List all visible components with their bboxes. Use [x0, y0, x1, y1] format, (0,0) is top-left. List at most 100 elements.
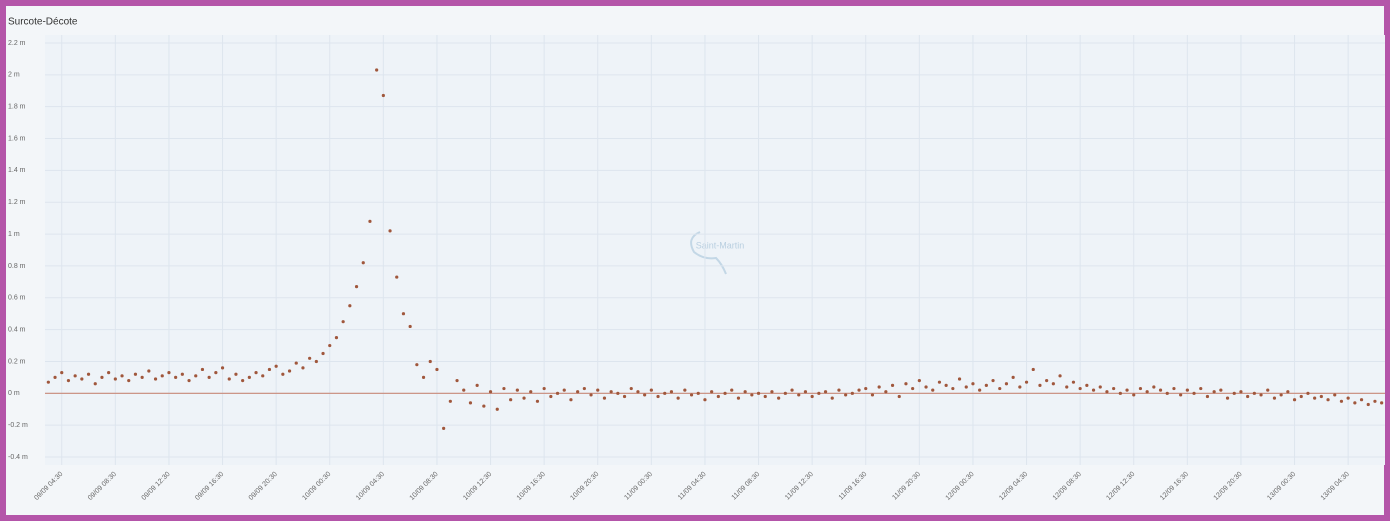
point — [870, 393, 875, 397]
point — [421, 375, 426, 380]
point — [998, 386, 1002, 391]
point — [1138, 386, 1143, 391]
point — [167, 371, 171, 375]
point — [529, 390, 533, 394]
point — [1091, 388, 1096, 392]
y-tick-label: 2 m — [8, 72, 20, 79]
x-tick-label: 09/09 20:30 — [248, 471, 279, 502]
point — [314, 359, 318, 364]
point — [877, 385, 881, 389]
point — [53, 375, 57, 380]
x-tick-label: 11/09 20:30 — [891, 471, 922, 502]
point — [354, 285, 359, 289]
point — [468, 401, 473, 405]
y-tick-label: 1 m — [8, 231, 20, 238]
point — [783, 391, 787, 395]
point — [716, 394, 720, 399]
point — [1085, 383, 1089, 387]
point — [435, 367, 439, 372]
point — [589, 393, 593, 397]
point — [569, 398, 573, 402]
point — [180, 372, 184, 376]
point — [643, 393, 647, 397]
point — [261, 374, 265, 378]
point — [656, 394, 660, 399]
point — [636, 390, 640, 394]
point — [187, 378, 191, 383]
point — [1225, 396, 1230, 400]
x-tick-label: 09/09 08:30 — [87, 471, 118, 502]
x-tick-label: 11/09 00:30 — [623, 471, 654, 502]
point — [703, 398, 707, 402]
x-tick-label: 12/09 16:30 — [1159, 471, 1190, 502]
point — [542, 386, 546, 391]
point — [334, 335, 339, 340]
point — [1292, 398, 1297, 402]
point — [890, 383, 895, 387]
point — [241, 378, 245, 383]
point — [1299, 394, 1303, 399]
point — [1346, 396, 1350, 400]
point — [308, 356, 312, 360]
y-tick-label: 1.6 m — [8, 135, 26, 142]
x-tick-label: 10/09 12:30 — [462, 471, 493, 502]
point — [522, 396, 526, 400]
point — [1212, 390, 1216, 394]
point — [415, 363, 419, 367]
point — [1112, 386, 1116, 391]
point — [140, 375, 144, 380]
point — [904, 382, 908, 386]
point — [1132, 393, 1136, 397]
point — [1105, 390, 1109, 394]
point — [428, 359, 432, 364]
point — [984, 383, 988, 387]
point — [837, 388, 841, 392]
point — [689, 393, 694, 397]
x-tick-label: 12/09 08:30 — [1052, 471, 1083, 502]
point — [964, 385, 968, 389]
point — [917, 378, 921, 383]
x-tick-label: 12/09 12:30 — [1105, 471, 1136, 502]
point — [555, 391, 560, 395]
point — [817, 391, 821, 395]
point — [616, 391, 620, 395]
point — [395, 275, 399, 279]
point — [683, 388, 687, 392]
x-tick-label: 11/09 08:30 — [731, 471, 762, 502]
point — [475, 383, 479, 387]
point — [649, 388, 653, 392]
point — [153, 377, 158, 381]
point — [301, 366, 305, 370]
point — [1366, 402, 1370, 407]
point — [107, 371, 111, 375]
point — [73, 374, 77, 378]
point — [60, 371, 64, 375]
point — [1306, 391, 1310, 395]
point — [803, 390, 808, 394]
point — [1353, 401, 1357, 405]
point — [488, 390, 493, 394]
point — [1065, 385, 1069, 389]
x-tick-label: 09/09 12:30 — [141, 471, 172, 502]
point — [455, 378, 459, 383]
point — [1279, 393, 1283, 397]
point — [562, 388, 566, 392]
point — [1125, 388, 1129, 392]
point — [133, 372, 138, 376]
y-tick-label: 1.2 m — [8, 199, 26, 206]
point — [93, 382, 97, 386]
point — [348, 304, 352, 308]
point — [1232, 391, 1236, 395]
point — [971, 382, 975, 386]
point — [1078, 386, 1082, 391]
point — [790, 388, 794, 392]
point — [1071, 380, 1076, 384]
y-tick-label: 0 m — [8, 390, 20, 397]
x-tick-label: 11/09 04:30 — [677, 471, 708, 502]
point — [1038, 383, 1042, 387]
point — [576, 390, 580, 394]
point — [884, 390, 888, 394]
point — [1045, 378, 1049, 383]
point — [147, 369, 151, 373]
point — [1205, 394, 1210, 399]
